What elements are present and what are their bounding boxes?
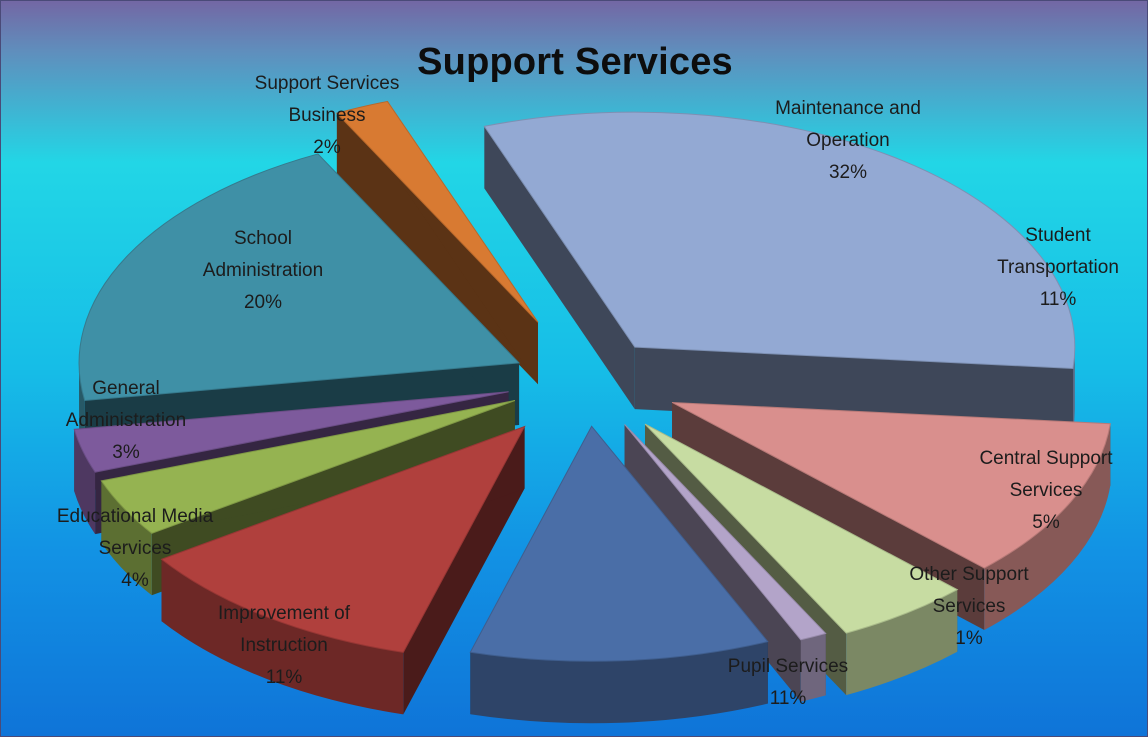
slice-percent: 5% <box>1032 512 1060 533</box>
slice-percent: 11% <box>769 688 807 709</box>
slice-label: School Administration 20% <box>133 223 393 319</box>
slice-label-line: Central Support <box>979 448 1113 469</box>
slice-label: Educational Media Services 4% <box>5 501 265 597</box>
slice-label-line: Administration <box>202 260 324 281</box>
pie-slice <box>469 425 769 724</box>
slice-percent: 1% <box>955 628 983 649</box>
slice-label-line: Support Services <box>254 73 400 94</box>
slice-label-line: Instruction <box>240 635 328 656</box>
pie-slice <box>335 100 539 385</box>
slice-label: Other Support Services 1% <box>839 559 1099 655</box>
slice-percent: 11% <box>265 667 303 688</box>
slice-label-line: Transportation <box>997 257 1119 278</box>
slice-percent: 3% <box>112 442 140 463</box>
pie-slice <box>160 425 526 715</box>
slice-label-line: Student <box>1025 225 1091 246</box>
slice-percent: 32% <box>828 162 868 183</box>
slice-label-line: Services <box>932 596 1006 617</box>
slice-percent: 11% <box>1039 289 1077 310</box>
slice-label-line: School <box>233 228 293 249</box>
slice-label-line: Services <box>1009 480 1083 501</box>
slice-label-line: Administration <box>65 410 187 431</box>
slice-label-line: Pupil Services <box>727 656 849 677</box>
pie-slice <box>624 424 827 702</box>
slice-label: General Administration 3% <box>0 373 256 469</box>
chart-title: Support Services <box>417 41 733 83</box>
slice-label-line: Educational Media <box>56 506 214 527</box>
slice-label: Maintenance and Operation 32% <box>718 93 978 189</box>
slice-label: Pupil Services 11% <box>658 651 918 715</box>
slice-label: Improvement of Instruction 11% <box>154 598 414 694</box>
slice-label-line: Business <box>288 105 366 126</box>
slice-percent: 4% <box>121 570 149 591</box>
slice-label-line: Maintenance and <box>775 98 921 119</box>
slice-label: Support Services Business 2% <box>197 68 457 164</box>
slice-percent: 20% <box>243 292 283 313</box>
slice-percent: 2% <box>313 137 341 158</box>
slice-label-line: Services <box>98 538 172 559</box>
slice-label-line: Improvement of <box>218 603 350 624</box>
slice-label-line: General <box>92 378 160 399</box>
slice-label-line: Other Support <box>909 564 1029 585</box>
slice-label-line: Operation <box>806 130 890 151</box>
slice-label: Central Support Services 5% <box>916 443 1148 539</box>
slice-label: Student Transportation 11% <box>928 220 1148 316</box>
